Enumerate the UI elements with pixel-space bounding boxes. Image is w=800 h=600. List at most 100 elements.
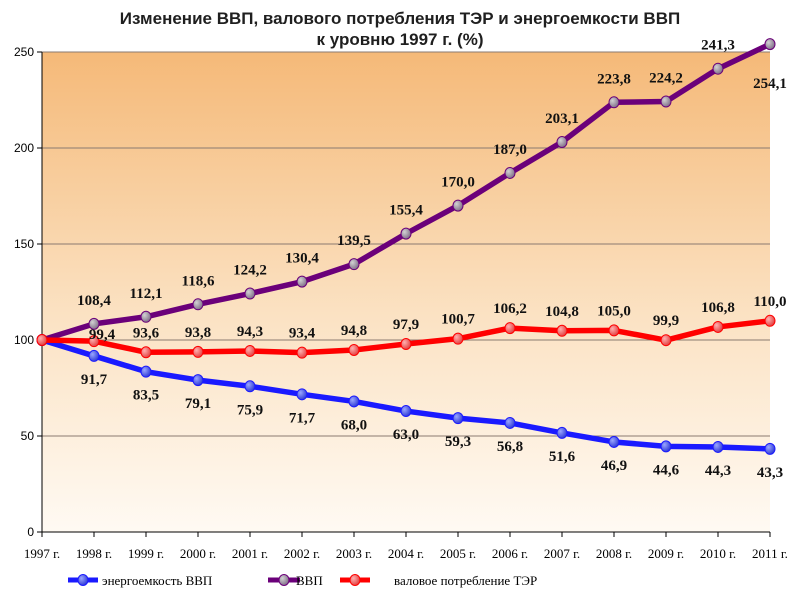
gdp-data-label: 187,0	[493, 142, 527, 158]
energy-intensity-point	[764, 442, 776, 455]
energy-intensity-data-label: 71,7	[289, 410, 316, 426]
x-tick-label: 2007 г.	[544, 546, 580, 561]
energy-consumption-point	[244, 344, 256, 357]
gdp-point	[712, 62, 724, 75]
y-tick-label: 50	[21, 429, 35, 443]
gdp-data-label: 112,1	[130, 286, 163, 302]
legend: энергоемкость ВВП ВВП валовое потребление …	[68, 573, 537, 588]
energy-consumption-data-label: 93,6	[133, 325, 160, 341]
energy-consumption-point	[556, 324, 568, 337]
gdp-data-label: 223,8	[597, 71, 631, 87]
gdp-data-label: 254,1	[753, 76, 787, 92]
energy-intensity-data-label: 44,3	[705, 463, 731, 479]
energy-intensity-point	[140, 365, 152, 378]
energy-consumption-point	[660, 334, 672, 347]
x-tick-label: 2005 г.	[440, 546, 476, 561]
energy-consumption-point	[764, 314, 776, 327]
x-tick-label: 2009 г.	[648, 546, 684, 561]
y-tick-label: 200	[14, 141, 34, 155]
energy-consumption-data-label: 104,8	[545, 304, 579, 320]
energy-intensity-data-label: 83,5	[133, 388, 159, 404]
chart-title-line-2: к уровню 1997 г. (%)	[316, 30, 484, 49]
x-tick-label: 2002 г.	[284, 546, 320, 561]
gdp-point	[244, 287, 256, 300]
series-lines	[36, 38, 776, 455]
energy-consumption-point	[192, 345, 204, 358]
y-tick-label: 0	[27, 525, 34, 539]
gdp-point	[764, 38, 776, 51]
energy-intensity-point	[712, 440, 724, 453]
energy-intensity-data-label: 43,3	[757, 465, 783, 481]
energy-intensity-point	[660, 440, 672, 453]
energy-intensity-data-label: 56,8	[497, 439, 523, 455]
chart-title-line-1: Изменение ВВП, валового потребления ТЭР …	[119, 9, 681, 28]
energy-consumption-point	[608, 324, 620, 337]
energy-consumption-point	[36, 334, 48, 346]
gdp-data-label: 130,4	[285, 251, 319, 267]
energy-consumption-data-label: 93,4	[289, 326, 316, 342]
gdp-point	[88, 317, 100, 330]
energy-intensity-point	[192, 374, 204, 387]
gdp-point	[400, 227, 412, 240]
energy-consumption-data-label: 99,4	[89, 327, 116, 343]
x-tick-label: 2003 г.	[336, 546, 372, 561]
energy-intensity-point	[556, 426, 568, 439]
gdp-point	[140, 310, 152, 323]
energy-intensity-legend-marker	[77, 574, 89, 586]
gdp-data-label: 108,4	[77, 293, 111, 309]
energy-intensity-point	[400, 405, 412, 418]
energy-intensity-legend-label: энергоемкость ВВП	[102, 573, 212, 588]
x-tick-label: 2011 г.	[752, 546, 788, 561]
energy-consumption-data-label: 106,2	[493, 301, 527, 317]
energy-consumption-point	[712, 320, 724, 333]
energy-intensity-data-label: 91,7	[81, 372, 108, 388]
gdp-point	[504, 166, 516, 179]
gdp-data-label: 224,2	[649, 71, 683, 87]
energy-consumption-data-label: 93,8	[185, 325, 211, 341]
energy-consumption-data-label: 99,9	[653, 313, 679, 329]
gdp-data-label: 155,4	[389, 203, 423, 219]
energy-consumption-legend-marker	[349, 574, 361, 586]
energy-consumption-point	[348, 343, 360, 356]
energy-intensity-point	[608, 435, 620, 448]
gdp-legend-marker	[278, 574, 290, 586]
energy-consumption-point	[452, 332, 464, 345]
x-tick-label: 2008 г.	[596, 546, 632, 561]
gdp-data-label: 170,0	[441, 175, 475, 191]
x-tick-label: 1999 г.	[128, 546, 164, 561]
gdp-point	[296, 275, 308, 288]
energy-intensity-point	[504, 416, 516, 429]
gdp-point	[556, 136, 568, 149]
energy-intensity-data-label: 75,9	[237, 402, 263, 418]
data-labels: 91,7 83,5 79,1 75,9 71,7 68,0 63,0 59,3 56,8 51,6…	[77, 38, 787, 481]
x-tick-label: 1998 г.	[76, 546, 112, 561]
gdp-point	[660, 95, 672, 108]
energy-consumption-point	[88, 335, 100, 348]
energy-intensity-data-label: 68,0	[341, 417, 367, 433]
energy-intensity-data-label: 51,6	[549, 449, 576, 465]
energy-intensity-point	[296, 388, 308, 401]
gdp-legend-label: ВВП	[296, 573, 323, 588]
energy-consumption-legend-label: валовое потребление ТЭР	[394, 573, 537, 588]
x-tick-label: 2000 г.	[180, 546, 216, 561]
gdp-point	[192, 298, 204, 311]
x-tick-label: 2010 г.	[700, 546, 736, 561]
energy-intensity-data-label: 63,0	[393, 427, 419, 443]
energy-intensity-data-label: 46,9	[601, 458, 627, 474]
x-tick-label: 2001 г.	[232, 546, 268, 561]
x-tick-label: 1997 г.	[24, 546, 60, 561]
y-tick-label: 250	[14, 45, 34, 59]
gdp-data-label: 139,5	[337, 233, 371, 249]
energy-consumption-point	[400, 338, 412, 351]
energy-consumption-point	[504, 322, 516, 335]
gdp-data-label: 118,6	[182, 273, 215, 289]
energy-intensity-data-label: 79,1	[185, 396, 211, 412]
gdp-point	[608, 96, 620, 109]
energy-consumption-point	[140, 346, 152, 359]
energy-consumption-data-label: 94,8	[341, 323, 367, 339]
energy-consumption-data-label: 97,9	[393, 317, 419, 333]
energy-consumption-data-label: 105,0	[597, 303, 631, 319]
energy-intensity-data-label: 59,3	[445, 434, 471, 450]
energy-intensity-point	[452, 412, 464, 425]
